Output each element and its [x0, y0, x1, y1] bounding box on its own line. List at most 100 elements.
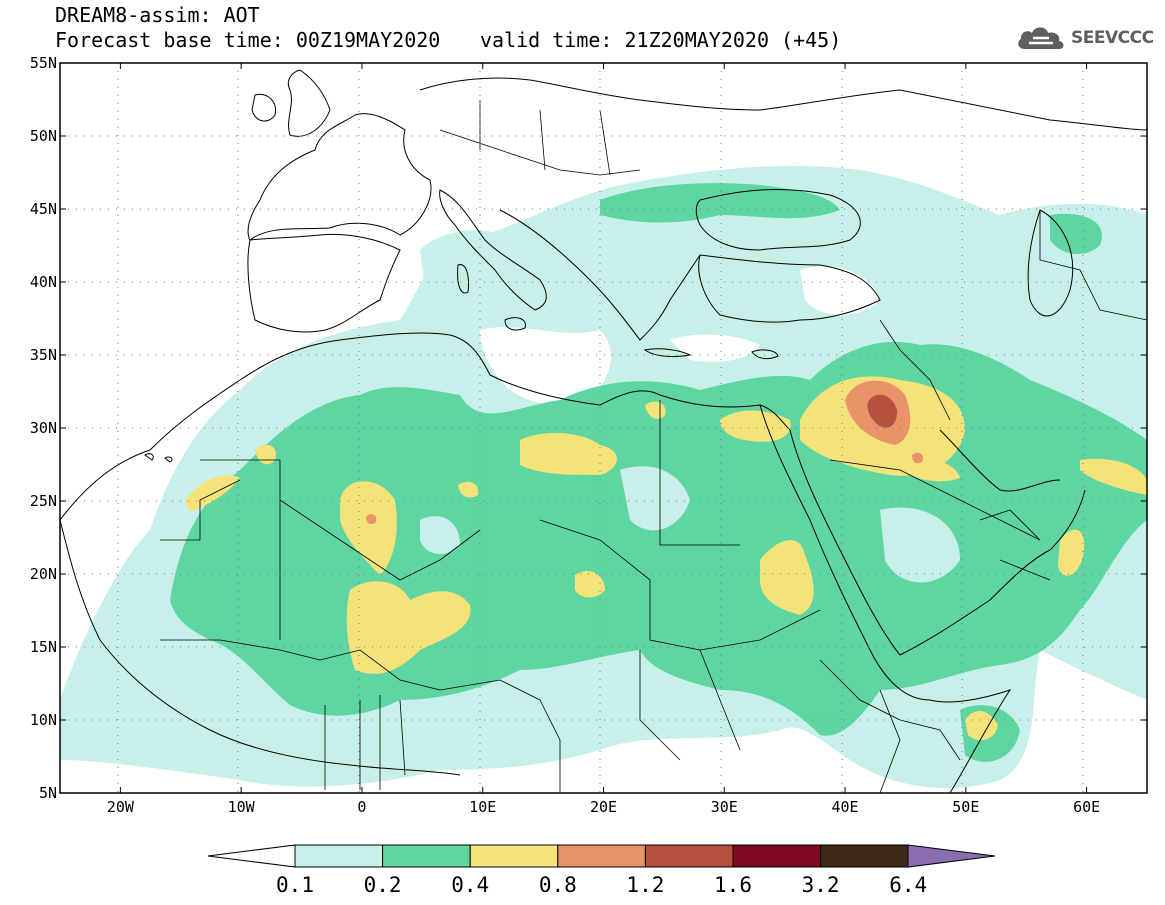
lon-label: 50E	[952, 798, 979, 816]
lon-label: 20W	[107, 798, 135, 816]
lat-label: 55N	[30, 54, 57, 72]
aot-band-0.8-kuwait	[912, 452, 924, 464]
colorbar-box	[732, 844, 822, 868]
colorbar-box	[382, 844, 471, 868]
coast-north-africa	[60, 332, 791, 521]
lon-label: 60E	[1073, 798, 1100, 816]
aot-band-0.4-tchad	[575, 570, 605, 598]
border-algeria-mali	[200, 459, 481, 581]
aot-band-0.4-gulf	[900, 458, 960, 482]
logo-text: SEEVCCC	[1071, 28, 1154, 48]
lon-label: 10E	[469, 798, 496, 816]
border-iran	[879, 210, 1147, 421]
colorbar-level-label: 3.2	[802, 873, 840, 897]
aot-band-0.4-mali	[340, 481, 397, 575]
border-gulf-states	[979, 509, 1051, 581]
colorbar-box	[644, 844, 734, 868]
coast-persian-gulf	[939, 429, 1061, 492]
colorbar-level-label: 6.4	[889, 873, 927, 897]
low-aot-gap-3	[420, 516, 460, 555]
border-saudi	[829, 459, 1041, 541]
coast-west-africa	[60, 519, 461, 776]
colorbar-level-label: 0.4	[451, 873, 489, 897]
coast-anatolia	[698, 254, 881, 323]
coastlines	[60, 69, 1147, 793]
lon-label: 20E	[590, 798, 617, 816]
country-borders	[160, 100, 1147, 793]
coast-ireland	[251, 93, 277, 122]
lat-label: 35N	[30, 346, 57, 364]
map-title: DREAM8-assim: AOT	[55, 3, 260, 27]
coast-iberia	[247, 233, 401, 333]
lat-label: 40N	[30, 273, 57, 291]
aot-band-0.4-tibesti	[458, 481, 479, 498]
aot-band-0.4-oman	[1058, 529, 1085, 576]
border-europe	[439, 100, 641, 176]
lon-label: 40E	[832, 798, 859, 816]
clear-area-libya	[480, 327, 611, 405]
aot-band-0.4-iran	[1080, 458, 1147, 495]
colorbar-level-label: 1.2	[626, 873, 664, 897]
coast-sardinia	[457, 264, 469, 294]
coast-arabia	[789, 429, 1086, 656]
lat-label: 20N	[30, 565, 57, 583]
coast-europe-west	[247, 113, 432, 241]
aot-band-1.2-iraq	[867, 394, 898, 428]
colorbar: 0.1 0.2 0.4 0.8 1.2 1.6 3.2 6.4	[207, 844, 996, 897]
colorbar-low-arrow	[207, 844, 296, 868]
aot-band-0.2-caspian	[1050, 213, 1102, 255]
colorbar-labels: 0.1 0.2 0.4 0.8 1.2 1.6 3.2 6.4	[276, 873, 927, 897]
colorbar-box	[469, 844, 559, 868]
colorbar-level-label: 0.8	[539, 873, 577, 897]
graticule	[60, 63, 1147, 793]
lat-label: 15N	[30, 638, 57, 656]
border-west-africa	[160, 479, 281, 640]
border-sahel	[160, 639, 541, 701]
lon-label: 10W	[228, 798, 256, 816]
low-aot-gap-2	[880, 507, 960, 583]
border-central-africa	[324, 649, 741, 793]
coast-sicily	[504, 317, 526, 331]
coast-canaries	[144, 453, 173, 463]
colorbar-level-label: 0.2	[364, 873, 402, 897]
lon-label: 0	[357, 798, 366, 816]
coast-horn	[929, 689, 1012, 793]
coast-balkans	[499, 209, 701, 341]
aot-band-0.4-niger	[346, 581, 471, 674]
aot-band-0.2-balkans	[600, 183, 840, 223]
aot-band-0.8-mali	[366, 514, 377, 525]
coast-cyprus	[751, 349, 779, 360]
colorbar-level-label: 1.6	[714, 873, 752, 897]
lat-label: 50N	[30, 127, 57, 145]
colorbar-box	[294, 844, 384, 868]
aot-band-0.1-west	[420, 230, 500, 306]
valid-time: valid time: 21Z20MAY2020 (+45)	[480, 28, 842, 52]
lat-label: 10N	[30, 711, 57, 729]
low-aot-gap-1	[620, 466, 690, 531]
lat-label: 45N	[30, 200, 57, 218]
colorbar-level-label: 0.1	[276, 873, 314, 897]
colorbar-box	[557, 844, 646, 868]
border-sudan	[539, 519, 821, 651]
cloud-icon	[1018, 27, 1064, 49]
colorbar-boxes	[294, 844, 909, 868]
aot-band-0.4-egypt	[720, 410, 791, 442]
coast-britain	[287, 69, 331, 137]
forecast-base-time: Forecast base time: 00Z19MAY2020	[55, 28, 441, 52]
axis-ticks	[60, 62, 1147, 794]
border-libya-egypt	[659, 400, 740, 546]
coast-red-sea-west	[759, 404, 931, 701]
coast-italy	[439, 189, 547, 311]
lat-label: 30N	[30, 419, 57, 437]
seevccc-logo: SEEVCCC	[1015, 20, 1154, 56]
lat-label: 25N	[30, 492, 57, 510]
coast-europe-north	[419, 77, 1147, 131]
colorbar-high-arrow	[907, 844, 996, 868]
lat-label: 5N	[39, 784, 57, 802]
coast-black-sea	[695, 189, 861, 251]
aot-band-0.4-libya	[520, 433, 617, 475]
latitude-labels: 55N 50N 45N 40N 35N 30N 25N 20N 15N 10N 5N	[30, 54, 57, 802]
aot-contours	[60, 165, 1147, 789]
coast-crete	[643, 348, 692, 358]
lon-label: 30E	[711, 798, 738, 816]
